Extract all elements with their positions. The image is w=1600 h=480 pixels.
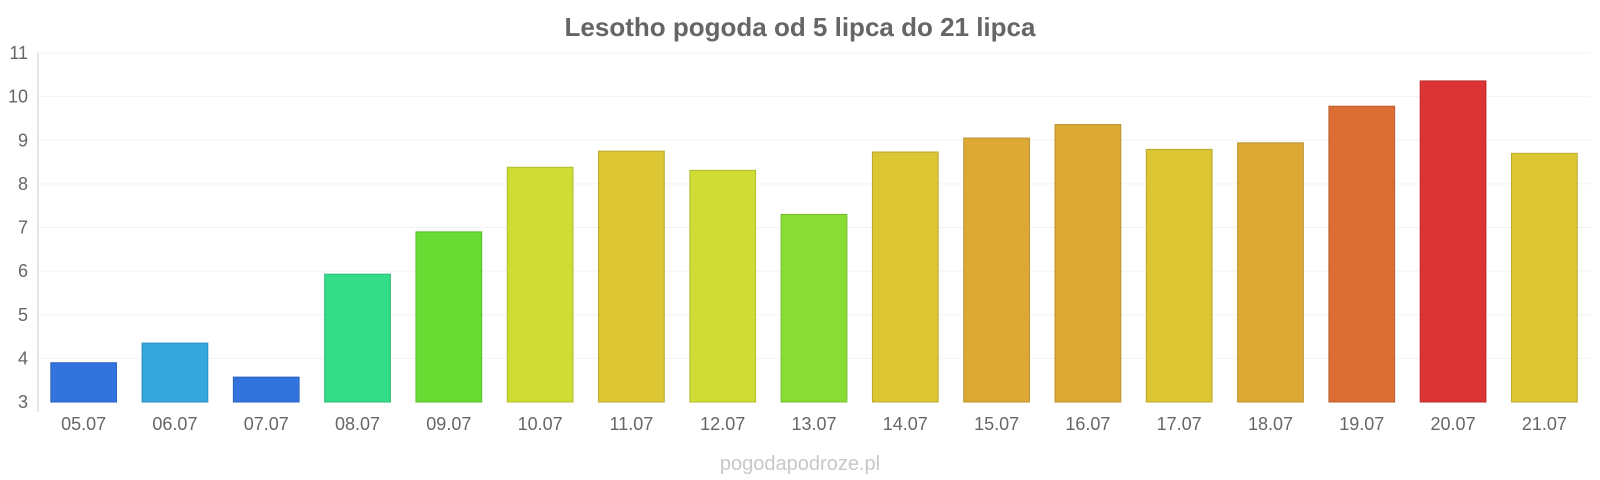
- y-tick-label: 5: [18, 305, 28, 325]
- bar-06.07: [141, 342, 209, 403]
- bar-11.07: [598, 150, 665, 403]
- bar-14.07: [871, 151, 939, 403]
- x-tick-label: 17.07: [1157, 414, 1202, 434]
- bar-20.07: [1419, 80, 1487, 403]
- x-tick-label: 05.07: [61, 414, 106, 434]
- y-tick-label: 7: [18, 218, 28, 238]
- y-tick-label: 6: [18, 261, 28, 281]
- y-tick-label: 4: [18, 348, 28, 368]
- bars: [50, 80, 1578, 403]
- x-tick-label: 06.07: [152, 414, 197, 434]
- bar-08.07: [324, 273, 391, 403]
- x-tick-label: 08.07: [335, 414, 380, 434]
- y-axis-ticks: 3 4 5 6 7 8 9 10 11: [8, 43, 28, 412]
- bar-16.07: [1054, 124, 1122, 403]
- x-tick-label: 18.07: [1248, 414, 1293, 434]
- bar-15.07: [963, 137, 1030, 403]
- x-tick-label: 20.07: [1431, 414, 1476, 434]
- x-tick-label: 11.07: [610, 414, 654, 434]
- y-tick-label: 3: [18, 392, 28, 412]
- x-tick-label: 19.07: [1339, 414, 1384, 434]
- x-tick-label: 16.07: [1065, 414, 1110, 434]
- y-tick-label: 10: [8, 87, 28, 107]
- x-tick-label: 13.07: [791, 414, 836, 434]
- x-tick-label: 07.07: [244, 414, 289, 434]
- x-tick-label: 21.07: [1522, 414, 1567, 434]
- bar-10.07: [506, 166, 574, 403]
- bar-13.07: [780, 213, 848, 403]
- watermark: pogodapodroze.pl: [720, 453, 880, 475]
- x-tick-label: 15.07: [974, 414, 1019, 434]
- bar-12.07: [689, 169, 757, 403]
- chart-title: Lesotho pogoda od 5 lipca do 21 lipca: [565, 12, 1036, 42]
- bar-09.07: [415, 231, 483, 403]
- bar-21.07: [1510, 152, 1578, 403]
- y-tick-label: 8: [18, 174, 28, 194]
- bar-19.07: [1328, 105, 1396, 403]
- bar-07.07: [232, 376, 300, 403]
- x-tick-label: 09.07: [426, 414, 471, 434]
- y-tick-label: 11: [9, 43, 28, 63]
- bar-05.07: [50, 362, 118, 403]
- y-tick-label: 9: [18, 130, 28, 150]
- x-tick-label: 10.07: [518, 414, 563, 434]
- x-axis-ticks: 05.07 06.07 07.07 08.07 09.07 10.07 11.07 12.07…: [61, 414, 1567, 434]
- x-tick-label: 14.07: [883, 414, 928, 434]
- bar-17.07: [1145, 148, 1213, 403]
- bar-18.07: [1237, 142, 1304, 403]
- x-tick-label: 12.07: [700, 414, 745, 434]
